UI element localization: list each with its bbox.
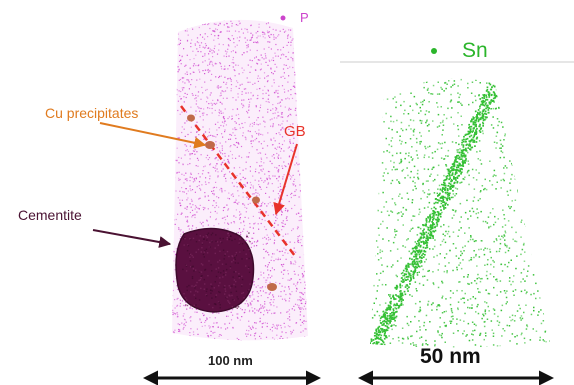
cementite-arrow	[92, 229, 172, 248]
scale-label-left: 100 nm	[208, 353, 253, 368]
gb-arrow	[273, 143, 298, 216]
cu-precipitate	[205, 141, 215, 149]
p-atom-cloud	[172, 19, 308, 341]
gb-label: GB	[284, 123, 306, 140]
cu-precipitates-label: Cu precipitates	[45, 105, 139, 121]
cementite-texture	[182, 232, 251, 309]
grain-boundary-line	[180, 105, 296, 257]
p-legend-dot	[280, 15, 286, 21]
cu-precipitate	[267, 283, 277, 291]
cu-precipitate	[252, 196, 260, 204]
sn-atom-cloud	[370, 78, 550, 348]
cementite-particle	[175, 227, 255, 313]
sn-legend-dot	[431, 48, 437, 54]
scale-label-right: 50 nm	[420, 345, 481, 368]
p-legend-label: P	[300, 10, 309, 25]
cu-precipitates-arrow	[99, 122, 207, 149]
sn-legend-label: Sn	[462, 39, 488, 62]
cementite-label: Cementite	[18, 207, 82, 223]
cu-precipitate	[187, 114, 195, 122]
cu-precipitates	[187, 114, 277, 291]
